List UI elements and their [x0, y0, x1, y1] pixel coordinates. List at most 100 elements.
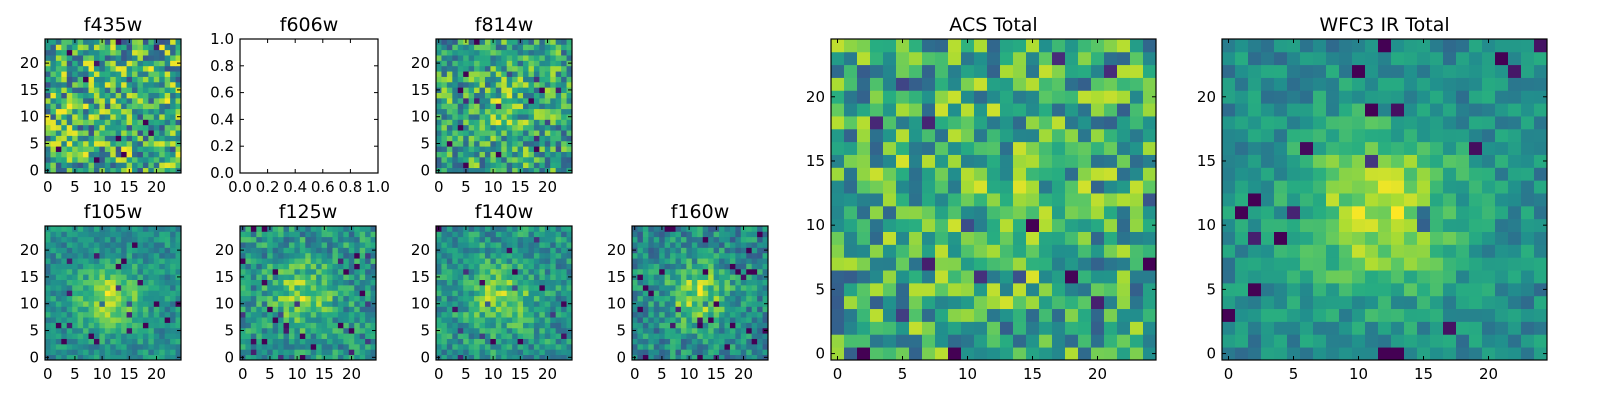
heatmap-cell	[441, 236, 448, 243]
heatmap-cell	[153, 242, 160, 248]
heatmap-cell	[501, 226, 508, 232]
heatmap-cell	[751, 311, 758, 318]
heatmap-cell	[110, 338, 117, 345]
heatmap-cell	[436, 103, 442, 110]
heatmap-cell	[272, 274, 279, 280]
heatmap-cell	[61, 295, 68, 302]
heatmap-cell	[365, 301, 371, 307]
heatmap-cell	[523, 301, 529, 307]
heatmap-cell	[523, 252, 529, 259]
heatmap-cell	[1078, 103, 1092, 117]
heatmap-cell	[132, 55, 138, 61]
heatmap-cell	[1222, 334, 1236, 348]
heatmap-cell	[642, 311, 649, 318]
heatmap-cell	[446, 87, 453, 93]
heatmap-cell	[670, 327, 676, 334]
heatmap-cell	[702, 322, 709, 329]
heatmap-cell	[126, 76, 133, 83]
heatmap-cell	[93, 130, 100, 136]
heatmap-cell	[436, 349, 442, 356]
heatmap-cell	[1026, 39, 1040, 53]
heatmap-cell	[45, 49, 51, 56]
heatmap-cell	[126, 44, 133, 51]
heatmap-cell	[670, 252, 676, 259]
heatmap-cell	[250, 327, 257, 334]
heatmap-cell	[909, 51, 923, 66]
heatmap-cell	[261, 327, 268, 334]
heatmap-cell	[670, 295, 676, 302]
heatmap-cell	[757, 311, 763, 318]
heatmap-cell	[88, 343, 95, 350]
heatmap-cell	[1143, 244, 1157, 258]
heatmap-cell	[354, 258, 361, 264]
heatmap-cell	[261, 258, 268, 264]
heatmap-cell	[566, 39, 573, 45]
heatmap-cell	[561, 317, 567, 323]
heatmap-cell	[88, 114, 95, 120]
heatmap-cell	[539, 290, 546, 297]
heatmap-cell	[495, 349, 502, 356]
heatmap-cell	[153, 231, 160, 238]
heatmap-cell	[1078, 116, 1092, 130]
heatmap-cell	[88, 156, 95, 163]
heatmap-cell	[566, 55, 573, 61]
heatmap-cell	[170, 322, 176, 329]
heatmap-cell	[474, 354, 480, 361]
heatmap-cell	[1065, 244, 1079, 258]
heatmap-cell	[691, 258, 698, 264]
heatmap-cell	[1065, 193, 1079, 207]
heatmap-cell	[288, 354, 295, 361]
heatmap-cell	[870, 39, 884, 53]
heatmap-cell	[675, 247, 682, 254]
heatmap-cell	[479, 49, 486, 56]
heatmap-cell	[137, 226, 144, 232]
heatmap-cell	[533, 343, 540, 350]
heatmap-cell	[1521, 193, 1535, 207]
heatmap-cell	[337, 295, 344, 302]
heatmap-cell	[664, 333, 671, 339]
heatmap-cell	[512, 252, 518, 259]
heatmap-cell	[550, 44, 557, 51]
heatmap-cell	[1352, 270, 1366, 284]
heatmap-cell	[261, 338, 268, 345]
heatmap-cell	[126, 140, 133, 147]
heatmap-cell	[762, 311, 769, 318]
heatmap-cell	[267, 338, 274, 345]
heatmap-cell	[354, 327, 361, 334]
heatmap-cell	[479, 151, 486, 158]
heatmap-cell	[751, 343, 758, 350]
heatmap-cell	[305, 343, 312, 350]
heatmap-cell	[1248, 295, 1262, 310]
heatmap-cell	[637, 306, 644, 313]
heatmap-cell	[272, 343, 279, 350]
heatmap-cell	[170, 76, 176, 83]
heatmap-cell	[746, 274, 753, 280]
heatmap-cell	[337, 306, 344, 313]
heatmap-cell	[261, 322, 268, 329]
heatmap-cell	[653, 279, 660, 286]
y-tick-label: 20	[20, 241, 39, 259]
heatmap-cell	[1391, 205, 1405, 220]
heatmap-cell	[724, 242, 731, 248]
heatmap-cell	[452, 301, 459, 307]
heatmap-cell	[365, 317, 371, 323]
heatmap-cell	[359, 247, 366, 254]
heatmap-cell	[283, 295, 290, 302]
heatmap-cell	[648, 317, 655, 323]
heatmap-cell	[533, 268, 540, 275]
heatmap-cell	[441, 317, 448, 323]
heatmap-cell	[533, 162, 540, 169]
heatmap-cell	[250, 252, 257, 259]
heatmap-cell	[159, 247, 166, 254]
heatmap-cell	[1091, 141, 1105, 155]
heatmap-cell	[1430, 218, 1444, 232]
heatmap-cell	[104, 71, 111, 77]
heatmap-cell	[1495, 180, 1509, 194]
heatmap-cell	[1091, 244, 1105, 258]
heatmap-cell	[299, 295, 306, 302]
heatmap-cell	[50, 39, 57, 45]
x-tick-label: 10	[484, 365, 503, 383]
heatmap-cell	[1065, 231, 1079, 245]
heatmap-cell	[354, 247, 361, 254]
heatmap-cell	[288, 284, 295, 291]
